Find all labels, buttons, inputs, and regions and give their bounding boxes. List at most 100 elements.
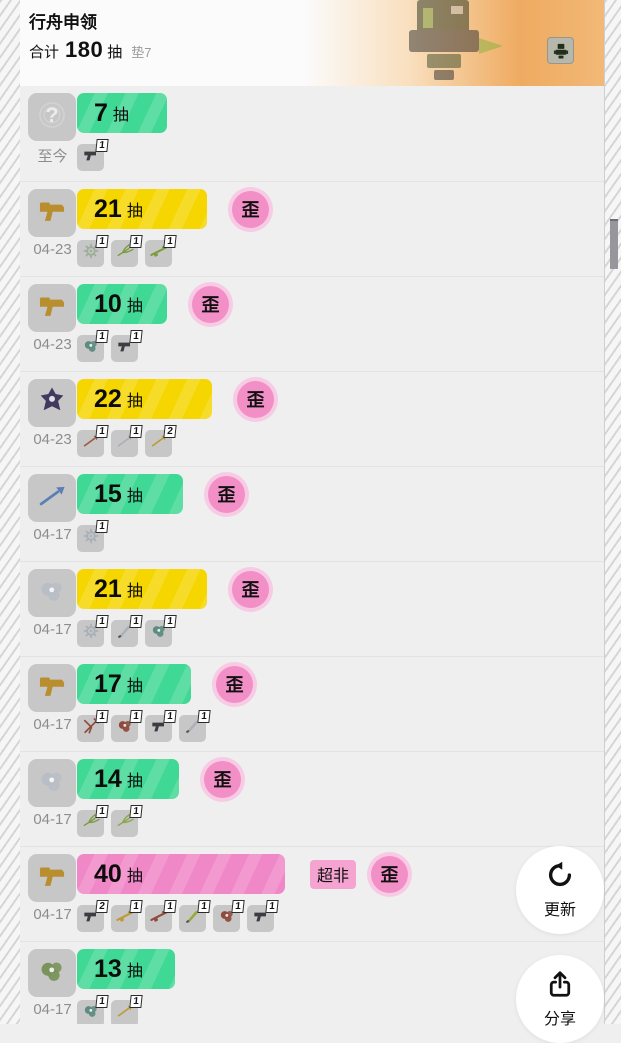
- pull-count: 7: [94, 98, 108, 127]
- pull-record-row[interactable]: 04-23 21 抽 歪 1 1 1: [20, 181, 604, 276]
- drop-item-tile: 1: [77, 805, 109, 837]
- drop-count-badge: 1: [163, 710, 177, 723]
- gold-gun-icon: [35, 669, 69, 708]
- badge-group: 歪: [232, 569, 269, 609]
- pull-count-bar: 40 抽: [77, 854, 285, 894]
- gold-gun-icon: [35, 859, 69, 898]
- unknown-item-icon: ?: [35, 98, 69, 137]
- drop-item-tile: 1: [145, 900, 177, 932]
- drop-count-badge: 2: [163, 425, 177, 438]
- drop-count-badge: 2: [95, 900, 109, 913]
- mech-icon[interactable]: [547, 37, 574, 64]
- dark-pistol-icon: [115, 336, 135, 361]
- pull-count-bar: 15 抽: [77, 474, 183, 514]
- banner-item-tile: ?: [28, 93, 76, 141]
- pull-record-row[interactable]: 04-17 40 抽 超非歪 2 1 1 1 1 1: [20, 846, 604, 941]
- share-icon: [545, 969, 575, 1004]
- drop-count-badge: 1: [95, 425, 109, 438]
- dark-creature-icon: [35, 384, 69, 423]
- badge-group: 歪: [192, 284, 229, 324]
- pull-date: 04-23: [33, 336, 72, 353]
- drop-item-tile: 1: [145, 235, 177, 267]
- banner-item-tile: [28, 949, 76, 997]
- badge-group: 歪: [216, 664, 253, 704]
- drop-count-badge: 1: [95, 995, 109, 1008]
- pull-date: 04-17: [33, 811, 72, 828]
- banner-item-tile: [28, 664, 76, 712]
- pull-record-row[interactable]: 04-23 22 抽 歪 1 1 2: [20, 371, 604, 466]
- pull-record-row[interactable]: 04-17 21 抽 歪 1 1 1: [20, 561, 604, 656]
- pull-count-bar: 21 抽: [77, 189, 207, 229]
- update-button[interactable]: 更新: [516, 846, 604, 934]
- pull-count: 13: [94, 954, 122, 983]
- banner-item-tile: [28, 379, 76, 427]
- off-banner-badge: 歪: [371, 855, 409, 893]
- drop-count-badge: 1: [129, 330, 143, 343]
- green-trident-icon: [115, 241, 135, 266]
- scrollbar-thumb[interactable]: [610, 219, 618, 269]
- drop-item-tile: 1: [145, 710, 177, 742]
- drop-item-tile: 1: [111, 900, 143, 932]
- pull-record-row[interactable]: 04-17 17 抽 歪 1 1 1 1: [20, 656, 604, 751]
- red-creature-icon: [115, 716, 135, 741]
- pull-count-bar: 14 抽: [77, 759, 179, 799]
- drop-item-tile: 1: [179, 710, 211, 742]
- red-crossbow-icon: [81, 716, 101, 741]
- pull-count-bar: 7 抽: [77, 93, 167, 133]
- banner-item-tile: [28, 189, 76, 237]
- pull-count: 17: [94, 669, 122, 698]
- pull-date: 至今: [37, 148, 68, 165]
- pull-date: 04-17: [33, 716, 72, 733]
- dark-pistol-icon: [81, 906, 101, 931]
- share-button[interactable]: 分享: [516, 955, 604, 1043]
- right-edge-decoration: [604, 0, 621, 1024]
- off-banner-badge: 歪: [237, 380, 274, 418]
- banner-item-tile: [28, 284, 76, 332]
- badge-group: 歪: [204, 759, 241, 799]
- svg-text:?: ?: [46, 103, 59, 127]
- drop-item-tile: 2: [77, 900, 109, 932]
- pull-record-row[interactable]: 04-17 15 抽 歪 1: [20, 466, 604, 561]
- super-unlucky-badge: 超非: [310, 859, 357, 889]
- pull-count-bar: 13 抽: [77, 949, 175, 989]
- drop-count-badge: 1: [95, 235, 109, 248]
- drop-item-tile: 1: [77, 330, 109, 362]
- pull-unit: 抽: [126, 393, 143, 410]
- drop-item-tile: 1: [247, 900, 279, 932]
- pull-record-row[interactable]: ? 至今 7 抽 1: [20, 86, 604, 181]
- pull-unit: 抽: [126, 203, 143, 220]
- pull-count: 40: [94, 859, 122, 888]
- drop-items: 1: [77, 139, 109, 171]
- drop-count-badge: 1: [95, 805, 109, 818]
- pull-date: 04-17: [33, 1001, 72, 1018]
- badge-group: 歪: [208, 474, 245, 514]
- drop-count-badge: 1: [265, 900, 279, 913]
- green-trident-icon: [81, 811, 101, 836]
- drop-count-badge: 1: [95, 330, 109, 343]
- drop-count-badge: 1: [197, 900, 211, 913]
- badge-group: 歪: [237, 379, 274, 419]
- drop-count-badge: 1: [129, 235, 143, 248]
- silver-gear-icon: [81, 621, 101, 646]
- banner-item-tile: [28, 474, 76, 522]
- pull-unit: 抽: [126, 488, 143, 505]
- drop-count-badge: 1: [95, 520, 109, 533]
- pull-count: 22: [94, 384, 122, 413]
- total-prefix-label: 合计: [29, 44, 60, 61]
- banner-item-tile: [28, 759, 76, 807]
- green-fork-icon: [115, 811, 135, 836]
- red-creature-icon: [217, 906, 237, 931]
- silver-creature-icon: [35, 764, 69, 803]
- pull-date: 04-23: [33, 241, 72, 258]
- drop-item-tile: 1: [111, 995, 143, 1024]
- pull-count: 21: [94, 574, 122, 603]
- drop-count-badge: 1: [95, 139, 109, 152]
- drop-count-badge: 1: [95, 710, 109, 723]
